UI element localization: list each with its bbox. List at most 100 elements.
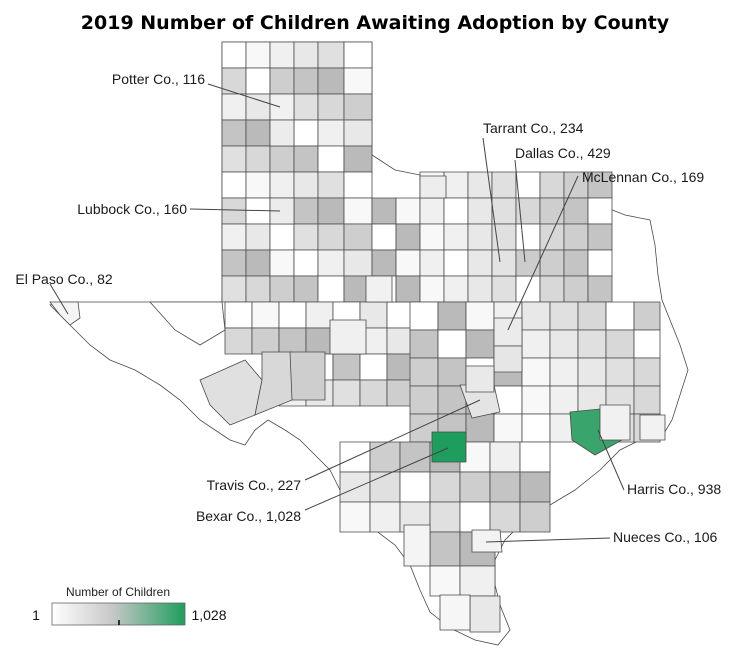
callout-line-dallas (514, 159, 526, 263)
county (419, 249, 445, 277)
county (489, 501, 521, 533)
county (317, 41, 345, 69)
county (539, 275, 565, 303)
county (515, 223, 541, 251)
county (369, 501, 401, 533)
county (639, 414, 666, 441)
county (221, 197, 247, 225)
county (221, 171, 247, 199)
county (245, 93, 271, 121)
county (633, 329, 661, 359)
callout-line-lubbock (189, 208, 281, 212)
county (419, 223, 445, 251)
county (577, 329, 607, 359)
county (245, 119, 271, 147)
county (437, 329, 467, 359)
county (491, 275, 517, 303)
county (251, 327, 280, 355)
county (399, 441, 431, 473)
county (293, 119, 319, 147)
county (245, 275, 271, 303)
county (371, 197, 397, 225)
county (293, 275, 319, 303)
county (317, 145, 345, 173)
county (465, 301, 495, 331)
county-layer (49, 41, 689, 646)
county (224, 301, 253, 329)
county (467, 249, 493, 277)
county (395, 197, 421, 225)
county (539, 197, 565, 225)
callout-label-mclennan: McLennan Co., 169 (582, 169, 704, 185)
county (465, 329, 495, 359)
county (343, 41, 373, 69)
legend-min-label: 1 (32, 607, 40, 623)
county (437, 301, 467, 331)
county (539, 223, 565, 251)
county (633, 301, 661, 331)
county-dallas (515, 249, 541, 277)
county (245, 67, 271, 95)
county (371, 223, 397, 251)
county (293, 67, 319, 95)
county (599, 404, 631, 441)
county (365, 275, 393, 303)
county (493, 413, 523, 443)
county (521, 413, 551, 443)
county (633, 385, 661, 415)
callout-label-nueces: Nueces Co., 106 (613, 529, 717, 545)
county (343, 197, 373, 225)
county (329, 319, 367, 355)
callout-line-harris (597, 429, 625, 491)
county (467, 275, 493, 303)
county (221, 145, 247, 173)
county (305, 327, 334, 355)
county (245, 41, 271, 69)
county (245, 171, 271, 199)
county (289, 351, 326, 401)
county (587, 197, 613, 225)
county (293, 145, 319, 173)
county (221, 93, 247, 121)
county-potter (269, 93, 295, 121)
county (521, 301, 551, 331)
county (343, 249, 373, 277)
county (515, 275, 541, 303)
county (459, 565, 496, 597)
county (521, 329, 551, 359)
county (469, 595, 501, 633)
callout-label-potter: Potter Co., 116 (112, 71, 205, 87)
county-lubbock (269, 197, 295, 225)
county (317, 223, 345, 251)
county (443, 197, 469, 225)
county (245, 145, 271, 173)
county (293, 171, 319, 199)
county (221, 275, 247, 303)
callout-layer: Potter Co., 116 Lubbock Co., 160 El Paso C… (15, 71, 721, 545)
county (605, 329, 635, 359)
county (343, 223, 373, 251)
county-mclennan (493, 317, 523, 347)
county (245, 223, 271, 251)
county (429, 565, 461, 597)
county (605, 301, 635, 331)
county (359, 353, 388, 381)
legend-max-label: 1,028 (191, 607, 226, 623)
county (359, 379, 388, 407)
county (221, 119, 247, 147)
county (549, 357, 579, 387)
county (437, 357, 467, 387)
county (491, 197, 517, 225)
county (395, 275, 421, 303)
county (395, 249, 421, 277)
county (577, 357, 607, 387)
county (317, 67, 345, 95)
callout-line-potter (207, 83, 281, 108)
county (563, 275, 589, 303)
county (343, 93, 373, 121)
county (254, 351, 293, 416)
county (459, 501, 491, 533)
county-nueces (471, 529, 503, 553)
county (429, 471, 461, 503)
county (269, 119, 295, 147)
